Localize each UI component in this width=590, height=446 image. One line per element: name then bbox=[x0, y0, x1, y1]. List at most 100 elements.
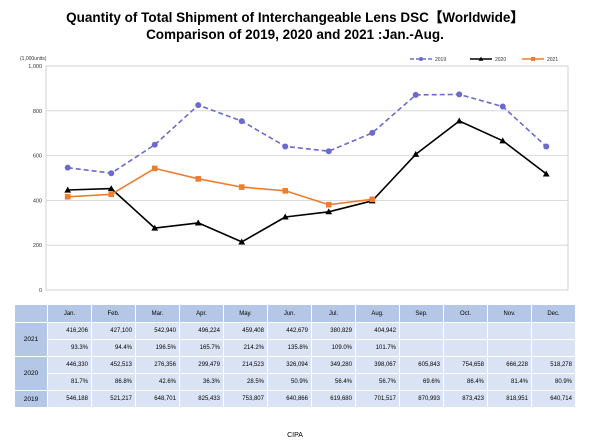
legend-marker-2021 bbox=[531, 57, 535, 61]
value-cell bbox=[399, 322, 444, 340]
plot-area bbox=[45, 65, 569, 291]
percent-cell: 86.4% bbox=[443, 373, 488, 391]
y-tick-label: 800 bbox=[33, 109, 42, 115]
percent-cell: 93.3% bbox=[47, 339, 92, 357]
month-header: Nov. bbox=[487, 304, 532, 323]
month-header: May. bbox=[223, 304, 268, 323]
value-cell: 427,100 bbox=[91, 322, 136, 340]
y-tick-label: 400 bbox=[33, 198, 42, 204]
series-line-2021 bbox=[67, 167, 373, 206]
table-row: 2019 546,188 521,217 648,701 825,433 753,807 6… bbox=[14, 390, 576, 408]
data-point-2019 bbox=[282, 143, 289, 150]
data-point-2020 bbox=[151, 224, 159, 231]
chart-title-line1: Quantity of Total Shipment of Interchang… bbox=[66, 10, 524, 25]
year-label: 2020 bbox=[14, 356, 48, 391]
year-label: 2021 bbox=[14, 322, 48, 357]
value-cell: 459,408 bbox=[223, 322, 268, 340]
table-corner-cell bbox=[14, 304, 48, 323]
y-tick-label: 0 bbox=[39, 288, 42, 294]
y-tick-label: 200 bbox=[33, 243, 42, 249]
value-cell: 666,228 bbox=[487, 356, 532, 374]
percent-cell: 86.8% bbox=[91, 373, 136, 391]
data-point-2021 bbox=[282, 188, 289, 194]
value-cell bbox=[443, 322, 488, 340]
value-cell: 349,280 bbox=[311, 356, 356, 374]
data-point-2021 bbox=[64, 193, 71, 200]
legend-marker-2019 bbox=[419, 57, 423, 61]
data-point-2019 bbox=[238, 118, 245, 125]
data-point-2020 bbox=[455, 117, 463, 124]
value-cell: 276,356 bbox=[135, 356, 180, 374]
data-point-2019 bbox=[195, 102, 202, 109]
value-cell: 214,523 bbox=[223, 356, 268, 374]
data-point-2020 bbox=[412, 150, 420, 157]
table-header-row: Jan. Feb. Mar. Apr. May. Jun. Jul. Aug. Sep. Oct.… bbox=[14, 304, 576, 323]
month-header: Jun. bbox=[267, 304, 312, 323]
chart-title-line2: Comparison of 2019, 2020 and 2021 :Jan.-… bbox=[146, 27, 444, 42]
percent-cell: 94.4% bbox=[91, 339, 136, 357]
value-cell: 753,807 bbox=[223, 390, 268, 408]
data-point-2020 bbox=[281, 213, 289, 220]
value-cell: 754,658 bbox=[443, 356, 488, 374]
y-unit-label: (1,000units) bbox=[20, 56, 47, 62]
data-point-2021 bbox=[325, 201, 332, 208]
data-point-2019 bbox=[151, 141, 158, 148]
percent-cell bbox=[443, 339, 488, 357]
data-point-2020 bbox=[238, 238, 246, 245]
percent-cell: 101.7% bbox=[355, 339, 400, 357]
table-row: 2020 446,330 452,513 276,356 299,479 214,523 3… bbox=[14, 356, 576, 391]
data-point-2020 bbox=[325, 208, 333, 215]
y-tick-label: 600 bbox=[33, 154, 42, 160]
data-point-2020 bbox=[194, 219, 202, 226]
legend-label-2019: 2019 bbox=[435, 57, 446, 63]
percent-cell: 69.6% bbox=[399, 373, 444, 391]
month-header: Jul. bbox=[311, 304, 356, 323]
percent-cell: 165.7% bbox=[179, 339, 224, 357]
data-point-2020 bbox=[64, 186, 72, 193]
value-cell: 521,217 bbox=[91, 390, 136, 408]
series-line-2019 bbox=[67, 93, 547, 174]
year-label: 2019 bbox=[14, 390, 48, 408]
data-point-2019 bbox=[325, 148, 332, 155]
table-row-pct: 81.7% 86.8% 42.6% 36.3% 28.5% 50.9% 56.4% 56.7%… bbox=[15, 373, 576, 391]
data-point-2019 bbox=[543, 143, 550, 150]
value-cell: 326,094 bbox=[267, 356, 312, 374]
percent-cell: 196.5% bbox=[135, 339, 180, 357]
data-point-2021 bbox=[108, 191, 115, 198]
month-header: Oct. bbox=[443, 304, 488, 323]
month-header: Jan. bbox=[47, 304, 92, 323]
percent-cell bbox=[399, 339, 444, 357]
value-cell: 825,433 bbox=[179, 390, 224, 408]
data-point-2019 bbox=[456, 91, 463, 98]
data-point-2021 bbox=[238, 184, 245, 190]
value-cell: 605,843 bbox=[399, 356, 444, 374]
value-cell bbox=[531, 322, 576, 340]
month-header: Apr. bbox=[179, 304, 224, 323]
value-cell: 648,701 bbox=[135, 390, 180, 408]
percent-cell bbox=[531, 339, 576, 357]
value-cell: 452,513 bbox=[91, 356, 136, 374]
data-point-2020 bbox=[542, 170, 550, 177]
table-row-pct: 93.3% 94.4% 196.5% 165.7% 214.2% 135.8% 109.0%… bbox=[15, 339, 576, 357]
legend-label-2021: 2021 bbox=[547, 57, 558, 63]
percent-cell: 214.2% bbox=[223, 339, 268, 357]
data-point-2019 bbox=[108, 170, 115, 177]
legend-marker-2020 bbox=[478, 56, 484, 61]
value-cell: 416,206 bbox=[47, 322, 92, 340]
percent-cell: 56.7% bbox=[355, 373, 400, 391]
value-cell: 870,993 bbox=[399, 390, 444, 408]
value-cell: 442,679 bbox=[267, 322, 312, 340]
value-cell: 546,188 bbox=[47, 390, 92, 408]
month-header: Aug. bbox=[355, 304, 400, 323]
percent-cell: 50.9% bbox=[267, 373, 312, 391]
percent-cell: 42.6% bbox=[135, 373, 180, 391]
month-header: Mar. bbox=[135, 304, 180, 323]
data-point-2019 bbox=[499, 103, 506, 110]
data-point-2021 bbox=[151, 165, 158, 172]
value-cell: 542,940 bbox=[135, 322, 180, 340]
percent-cell: 80.9% bbox=[531, 373, 576, 391]
data-point-2019 bbox=[369, 129, 376, 136]
percent-cell: 135.8% bbox=[267, 339, 312, 357]
percent-cell: 36.3% bbox=[179, 373, 224, 391]
value-cell: 398,067 bbox=[355, 356, 400, 374]
